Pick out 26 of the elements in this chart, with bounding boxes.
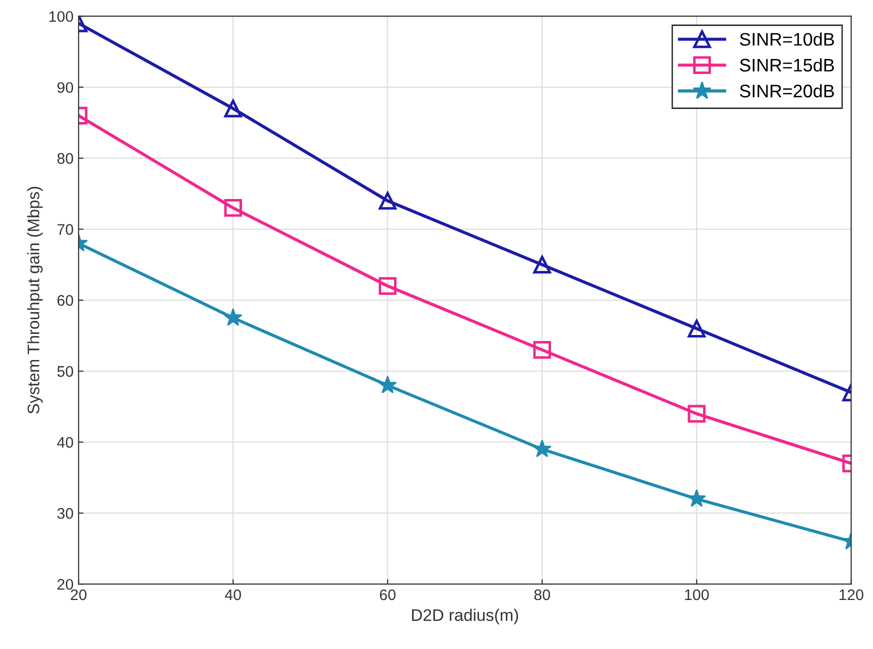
- y-axis-title: System Throuhput gain (Mbps): [27, 186, 43, 414]
- point: [533, 256, 552, 274]
- y-tick-label: 60: [57, 295, 74, 306]
- x-tick-label: 20: [70, 589, 86, 600]
- point: [378, 192, 396, 210]
- point: [533, 340, 552, 359]
- y-tick-label: 30: [57, 508, 74, 519]
- y-tick-label: 20: [57, 578, 74, 590]
- x-tick-label: 60: [380, 589, 396, 600]
- legend-label: SINR=20dB: [740, 84, 834, 98]
- x-tick-label: 100: [685, 589, 709, 600]
- point: [532, 440, 552, 458]
- y-tick-label: 80: [57, 153, 74, 164]
- x-axis-title: D2D radius(m): [412, 608, 518, 624]
- point: [378, 376, 397, 394]
- y-tick-label: 40: [57, 437, 74, 448]
- point: [378, 277, 396, 295]
- y-tick-label: 100: [49, 11, 74, 22]
- y-tick-label: 50: [57, 366, 74, 377]
- x-tick-label: 40: [224, 589, 241, 600]
- x-tick-label: 80: [534, 589, 550, 600]
- legend-label: SINR=10dB: [740, 32, 834, 46]
- x-tick-label: 120: [840, 589, 864, 600]
- y-tick-label: 90: [57, 82, 74, 93]
- legend-label: SINR=15dB: [740, 58, 834, 72]
- y-tick-label: 70: [58, 224, 74, 235]
